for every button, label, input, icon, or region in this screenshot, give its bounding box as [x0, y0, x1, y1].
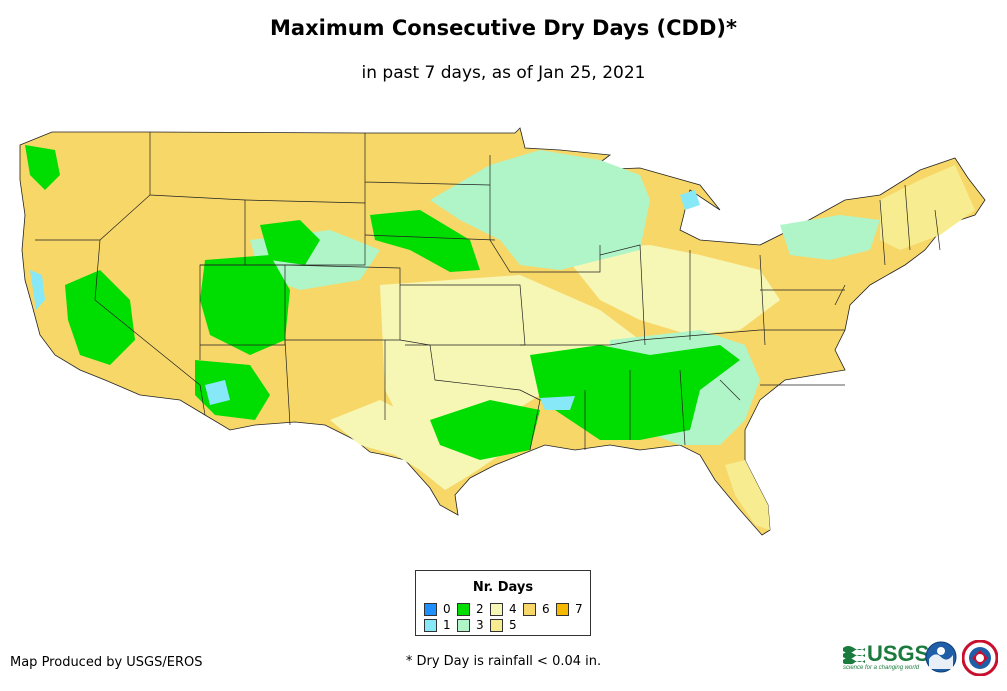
zone-4-plains [380, 275, 650, 440]
legend-swatch-4 [490, 602, 503, 616]
zone-2-colorado [260, 220, 320, 265]
legend-swatch-0 [424, 602, 437, 616]
zone-1-mississippi [540, 396, 575, 410]
map-credit: Map Produced by USGS/EROS [10, 655, 203, 670]
zone-1-coast [30, 270, 45, 310]
zone-2-california [65, 270, 135, 365]
legend-swatch-3 [457, 618, 470, 632]
legend-swatch-1 [424, 618, 437, 632]
zone-3-northeast [780, 215, 880, 260]
legend-item-6: 6 [523, 602, 550, 616]
noaa-logo [925, 641, 957, 673]
zone-1-arizona [205, 380, 230, 405]
legend-swatch-5 [490, 618, 503, 632]
zone-5-florida [725, 460, 770, 530]
zone-3-north [430, 150, 650, 270]
legend: Nr. Days 0 1 2 3 4 5 6 [415, 570, 591, 636]
usgs-wave-icon [843, 646, 865, 664]
zone-2-southeast [530, 345, 740, 440]
legend-title: Nr. Days [472, 580, 534, 595]
legend-item-1: 1 [424, 618, 451, 632]
legend-swatch-2 [457, 602, 470, 616]
zone-1-michigan [680, 190, 700, 210]
legend-item-2: 2 [457, 602, 484, 616]
legend-item-0: 0 [424, 602, 451, 616]
zone-2-utah [200, 255, 290, 355]
legend-item-3: 3 [457, 618, 484, 632]
dry-day-footnote: * Dry Day is rainfall < 0.04 in. [405, 654, 602, 669]
legend-swatch-7 [556, 602, 569, 616]
zone-2-texas [430, 400, 540, 460]
zone-2-northwest [25, 145, 60, 190]
usgs-tagline: science for a changing world [843, 665, 920, 671]
usgs-logo-text: USGS [867, 641, 930, 666]
state-borders [35, 132, 941, 451]
legend-item-5: 5 [490, 618, 517, 632]
nws-logo [962, 640, 998, 676]
us-dry-days-map [19, 127, 986, 536]
zone-2-nebraska [370, 210, 480, 272]
zone-2-arizona [195, 360, 270, 420]
zone-4-midwest [560, 245, 780, 335]
map-subtitle: in past 7 days, as of Jan 25, 2021 [361, 63, 646, 83]
legend-item-4: 4 [490, 602, 517, 616]
legend-swatch-6 [523, 602, 536, 616]
map-title: Maximum Consecutive Dry Days (CDD)* [270, 16, 737, 40]
zone-5-northeast [880, 165, 975, 250]
usgs-logo: USGS [843, 641, 929, 667]
zone-4-texas [330, 400, 500, 490]
legend-item-7: 7 [556, 602, 583, 616]
